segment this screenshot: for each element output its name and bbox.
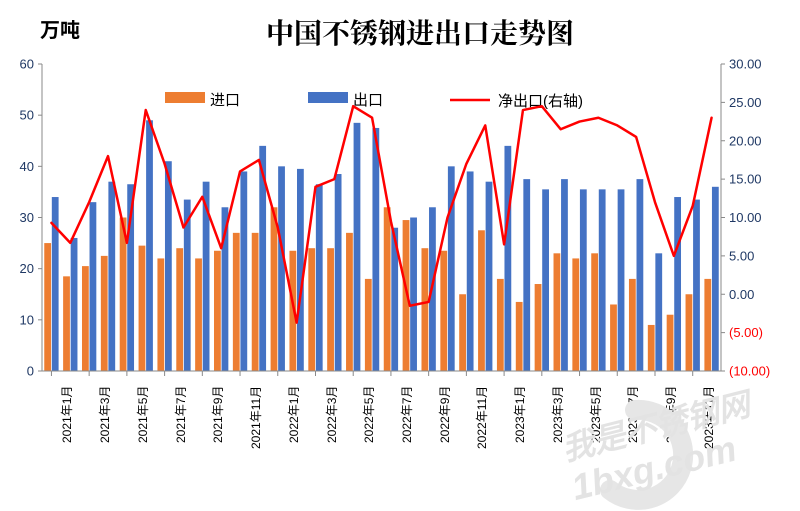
svg-text:20.00: 20.00	[729, 133, 762, 148]
svg-text:60: 60	[20, 57, 34, 72]
svg-text:5.00: 5.00	[729, 248, 754, 263]
svg-text:15.00: 15.00	[729, 172, 762, 187]
svg-text:20: 20	[20, 261, 34, 276]
svg-text:40: 40	[20, 159, 34, 174]
svg-text:10: 10	[20, 312, 34, 327]
svg-text:10.00: 10.00	[729, 210, 762, 225]
svg-text:(10.00): (10.00)	[729, 364, 770, 379]
svg-text:30.00: 30.00	[729, 57, 762, 72]
svg-text:0.00: 0.00	[729, 287, 754, 302]
svg-text:30: 30	[20, 210, 34, 225]
svg-text:25.00: 25.00	[729, 95, 762, 110]
svg-text:(5.00): (5.00)	[729, 325, 763, 340]
svg-text:0: 0	[27, 364, 34, 379]
svg-text:50: 50	[20, 108, 34, 123]
